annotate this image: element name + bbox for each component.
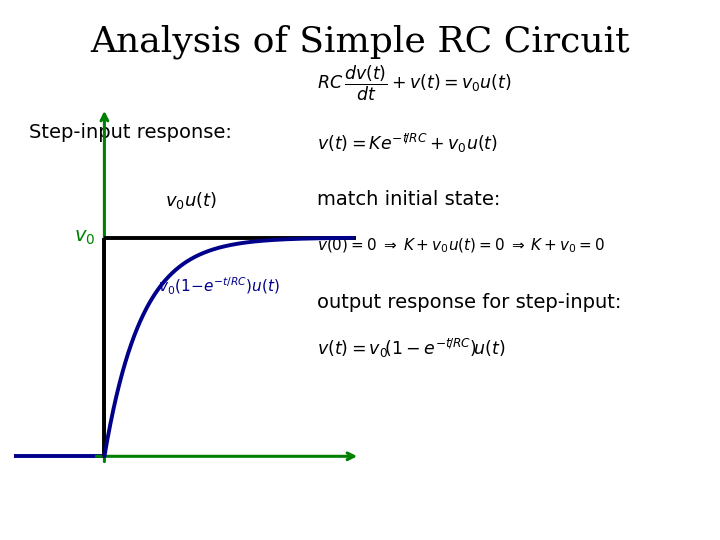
Text: $v(t) = Ke^{-t\!/RC} + v_0u(t)$: $v(t) = Ke^{-t\!/RC} + v_0u(t)$ [317, 132, 498, 154]
Text: $RC\,\dfrac{dv(t)}{dt} + v(t) = v_0u(t)$: $RC\,\dfrac{dv(t)}{dt} + v(t) = v_0u(t)$ [317, 64, 511, 104]
Text: $v(0)=0 \;\Rightarrow\; K + v_0u(t) = 0 \;\Rightarrow\; K + v_0 = 0$: $v(0)=0 \;\Rightarrow\; K + v_0u(t) = 0 … [317, 237, 605, 255]
Text: match initial state:: match initial state: [317, 190, 500, 210]
Text: $v(t) = v_0\!\left(1 - e^{-t\!/RC}\right)\!u(t)$: $v(t) = v_0\!\left(1 - e^{-t\!/RC}\right… [317, 337, 505, 360]
Text: $v_0u(t)$: $v_0u(t)$ [165, 190, 217, 211]
Text: output response for step-input:: output response for step-input: [317, 293, 621, 312]
Text: Step-input response:: Step-input response: [29, 123, 232, 142]
Text: $v_0$: $v_0$ [74, 228, 96, 247]
Text: Analysis of Simple RC Circuit: Analysis of Simple RC Circuit [90, 24, 630, 59]
Text: $v_0(1\!-\!e^{-t/RC})u(t)$: $v_0(1\!-\!e^{-t/RC})u(t)$ [158, 275, 280, 297]
